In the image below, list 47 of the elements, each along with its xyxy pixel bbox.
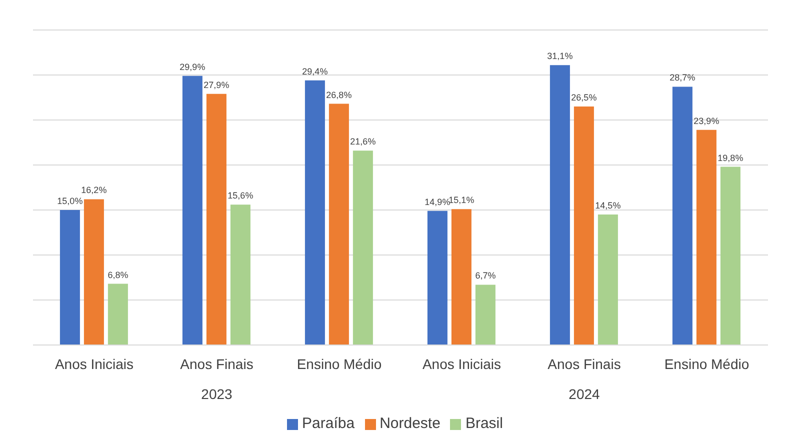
bar	[230, 204, 250, 345]
legend-label: Paraíba	[302, 415, 355, 432]
bar	[60, 210, 80, 345]
data-label: 14,9%	[424, 196, 450, 207]
data-label: 26,5%	[571, 92, 597, 102]
bar	[672, 86, 692, 345]
bar	[550, 65, 570, 345]
data-label: 16,2%	[81, 185, 107, 196]
x-tick-label: Ensino Médio	[664, 356, 750, 372]
data-label: 28,7%	[670, 72, 696, 83]
data-label: 31,1%	[547, 51, 573, 62]
x-tick-label: Anos Finais	[548, 356, 621, 372]
data-label: 14,5%	[595, 200, 621, 210]
data-label: 23,9%	[694, 116, 720, 126]
legend-label: Nordeste	[380, 415, 440, 432]
data-label: 15,0%	[57, 196, 83, 206]
bar	[598, 214, 618, 345]
bar	[574, 106, 594, 345]
text: 2024	[568, 386, 600, 402]
data-label: 21,6%	[350, 136, 376, 147]
bar	[328, 104, 349, 345]
bar	[451, 209, 472, 345]
data-label: 6,8%	[108, 270, 128, 280]
data-label: 29,9%	[180, 62, 206, 72]
data-label: 15,6%	[228, 190, 254, 201]
bar	[206, 94, 226, 345]
data-label: 27,9%	[204, 80, 230, 90]
bar	[108, 284, 128, 345]
bar	[84, 199, 104, 345]
x-tick-label: Anos Finais	[180, 356, 254, 372]
bar	[352, 150, 373, 345]
bar	[304, 80, 325, 345]
text: 2023	[201, 386, 233, 402]
data-label: 6,7%	[475, 270, 496, 281]
x-tick-label: Anos Iniciais	[422, 356, 502, 372]
x-tick-label: Anos Iniciais	[54, 356, 134, 372]
data-label: 15,1%	[448, 195, 474, 206]
bar	[427, 210, 448, 345]
bar	[720, 166, 740, 345]
bar	[696, 130, 716, 345]
data-label: 26,8%	[326, 90, 352, 100]
bar	[475, 284, 496, 345]
legend-label: Brasil	[465, 415, 503, 432]
bar	[182, 76, 202, 345]
data-label: 19,8%	[718, 152, 744, 163]
data-label: 29,4%	[302, 66, 328, 76]
x-tick-label: Ensino Médio	[296, 356, 382, 372]
